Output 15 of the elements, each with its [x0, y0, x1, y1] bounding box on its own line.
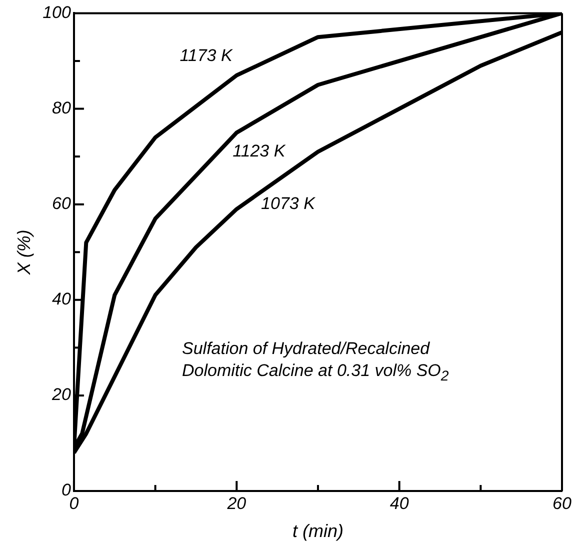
series-label: 1123 K	[232, 142, 286, 161]
y-tick-label: 40	[52, 290, 72, 309]
y-tick-label: 80	[52, 98, 72, 118]
y-tick-label: 100	[42, 2, 72, 22]
y-tick-label: 20	[51, 385, 72, 404]
y-tick-label: 0	[61, 480, 72, 500]
annotation: Sulfation of Hydrated/Recalcined Dolomitic Calcine at 0.31 vol% SO$_{2}$	[182, 338, 450, 386]
series-label: 1173 K	[180, 46, 233, 65]
y-tick-label: 60	[52, 194, 72, 214]
y-axis-title: X (%)	[14, 230, 34, 276]
x-tick-label: 40	[390, 494, 410, 513]
x-tick-label: 20	[226, 494, 247, 513]
series-label: 1073 K	[261, 194, 316, 214]
x-axis-title: t (min)	[292, 521, 344, 542]
x-tick-label: 60	[552, 494, 572, 513]
